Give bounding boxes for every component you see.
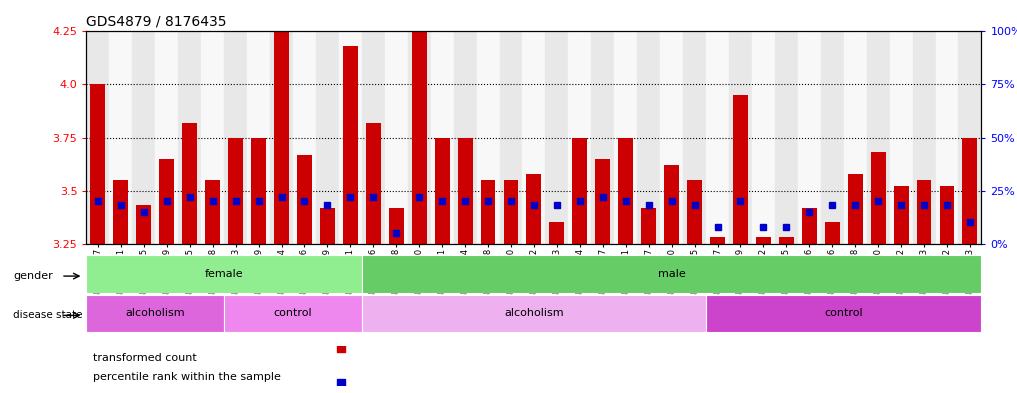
Bar [660, 31, 683, 244]
Bar [569, 31, 591, 244]
Bar [687, 180, 702, 244]
Bar [775, 31, 797, 244]
Text: percentile rank within the sample: percentile rank within the sample [93, 372, 281, 382]
Bar [247, 31, 271, 244]
Bar [434, 138, 450, 244]
Text: GDS4879 / 8176435: GDS4879 / 8176435 [86, 15, 227, 29]
Bar [224, 31, 247, 244]
Bar [825, 222, 840, 244]
Bar [936, 31, 958, 244]
Bar [499, 31, 523, 244]
Bar [224, 295, 362, 332]
Bar [664, 165, 679, 244]
Bar [962, 138, 977, 244]
Bar [320, 208, 335, 244]
Bar [779, 237, 794, 244]
Bar [156, 31, 178, 244]
Bar [545, 31, 569, 244]
Bar [683, 31, 706, 244]
Bar [251, 138, 266, 244]
Bar [871, 152, 886, 244]
Bar [821, 31, 844, 244]
Bar [706, 31, 729, 244]
Bar [573, 138, 587, 244]
Bar [710, 237, 725, 244]
Bar [205, 180, 220, 244]
Bar [729, 31, 752, 244]
Bar [293, 31, 316, 244]
Bar [527, 174, 541, 244]
Bar [890, 31, 912, 244]
Bar [271, 31, 293, 244]
Text: gender: gender [13, 271, 53, 281]
Bar [297, 154, 312, 244]
Bar [366, 123, 380, 244]
Text: male: male [658, 269, 685, 279]
Bar [733, 95, 747, 244]
Bar [756, 237, 771, 244]
Bar [274, 27, 289, 244]
Bar [503, 180, 519, 244]
Bar [866, 31, 890, 244]
Text: alcoholism: alcoholism [504, 309, 563, 318]
Bar [638, 31, 660, 244]
Text: transformed count: transformed count [93, 353, 196, 363]
Bar [388, 208, 404, 244]
Text: alcoholism: alcoholism [125, 309, 185, 318]
Bar [412, 27, 427, 244]
Bar [752, 31, 775, 244]
Bar [618, 138, 634, 244]
Bar [362, 295, 706, 332]
Bar [228, 138, 243, 244]
Bar [110, 31, 132, 244]
Bar [481, 180, 495, 244]
Bar [549, 222, 564, 244]
Bar [595, 159, 610, 244]
Bar [797, 31, 821, 244]
Bar [384, 31, 408, 244]
Bar [362, 31, 384, 244]
Bar [430, 31, 454, 244]
Bar [614, 31, 638, 244]
Bar [641, 208, 656, 244]
Bar [591, 31, 614, 244]
Bar [86, 295, 224, 332]
Text: female: female [204, 269, 243, 279]
Bar [339, 31, 362, 244]
Bar [178, 31, 201, 244]
Bar [132, 31, 156, 244]
Bar [362, 255, 981, 293]
Bar [916, 180, 932, 244]
Bar [801, 208, 817, 244]
Bar [477, 31, 499, 244]
Bar [844, 31, 866, 244]
Text: control: control [825, 309, 863, 318]
Bar [136, 206, 152, 244]
Bar [940, 186, 954, 244]
Bar [182, 123, 197, 244]
Bar [912, 31, 936, 244]
Text: disease state: disease state [13, 310, 82, 320]
Bar [343, 46, 358, 244]
Bar [523, 31, 545, 244]
Text: control: control [274, 309, 312, 318]
Bar [160, 159, 174, 244]
Bar [201, 31, 224, 244]
Bar [454, 31, 477, 244]
Bar [848, 174, 862, 244]
Bar [86, 31, 110, 244]
Bar [91, 84, 106, 244]
Bar [114, 180, 128, 244]
Bar [706, 295, 981, 332]
Bar [894, 186, 908, 244]
Bar [408, 31, 430, 244]
Bar [86, 255, 362, 293]
Bar [316, 31, 339, 244]
Bar [958, 31, 981, 244]
Bar [458, 138, 473, 244]
